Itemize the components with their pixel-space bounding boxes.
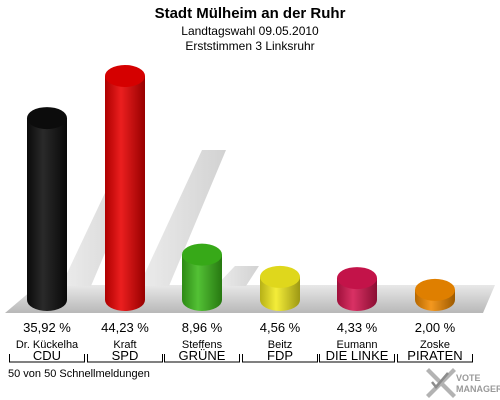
party-separators	[9, 354, 473, 363]
bar-shadow	[216, 265, 259, 286]
bar-gr-ne	[182, 254, 222, 311]
party-label: CDU	[33, 348, 61, 363]
party-separator	[9, 354, 85, 363]
chart-title: Stadt Mülheim an der Ruhr	[155, 5, 346, 22]
bar-top	[415, 278, 455, 301]
bars	[27, 65, 455, 311]
bar-top	[182, 243, 222, 266]
candidate-label: Kraft	[113, 339, 136, 351]
check-cross-icon	[426, 368, 456, 398]
party-separator	[164, 354, 240, 363]
bar-spd	[105, 76, 145, 311]
party-separator	[87, 354, 163, 363]
party-label: FDP	[267, 348, 293, 363]
party-separator	[242, 354, 318, 363]
chart-subtitle-date: Landtagswahl 09.05.2010	[181, 24, 319, 38]
bar-cdu	[27, 118, 67, 311]
bar-top	[337, 267, 377, 290]
candidate-label: Zoske	[420, 339, 450, 351]
candidate-label: Eumann	[337, 339, 378, 351]
value-label: 8,96 %	[182, 320, 223, 335]
candidate-label: Steffens	[182, 339, 223, 351]
report-status: 50 von 50 Schnellmeldungen	[8, 368, 150, 380]
value-label: 44,23 %	[101, 320, 149, 335]
party-separator	[397, 354, 473, 363]
candidate-labels: Dr. Kückelha Kraft Steffens Beitz Eumann Zosk…	[16, 339, 450, 351]
party-labels: CDU SPD GRÜNE FDP DIE LINKE PIRATEN	[33, 348, 463, 363]
logo-text-manager: MANAGER	[456, 384, 500, 394]
chart-subtitle-district: Erststimmen 3 Linksruhr	[185, 39, 314, 53]
value-labels: 35,92 % 44,23 % 8,96 % 4,56 % 4,33 % 2,00 %	[23, 320, 456, 335]
value-label: 4,33 %	[337, 320, 378, 335]
bar-top	[260, 265, 300, 288]
party-label: DIE LINKE	[326, 348, 389, 363]
party-label: GRÜNE	[179, 348, 226, 363]
candidate-label: Beitz	[268, 339, 292, 351]
value-label: 35,92 %	[23, 320, 71, 335]
bar-shadow	[139, 150, 226, 286]
party-label: PIRATEN	[407, 348, 462, 363]
value-label: 4,56 %	[260, 320, 301, 335]
bar-top	[27, 107, 67, 130]
candidate-label: Dr. Kückelha	[16, 339, 79, 351]
vote-manager-logo: VOTE MANAGER	[426, 368, 500, 398]
value-label: 2,00 %	[415, 320, 456, 335]
party-separator	[319, 354, 395, 363]
bar-top	[105, 65, 145, 87]
party-label: SPD	[112, 348, 139, 363]
logo-text-vote: VOTE	[456, 373, 481, 383]
